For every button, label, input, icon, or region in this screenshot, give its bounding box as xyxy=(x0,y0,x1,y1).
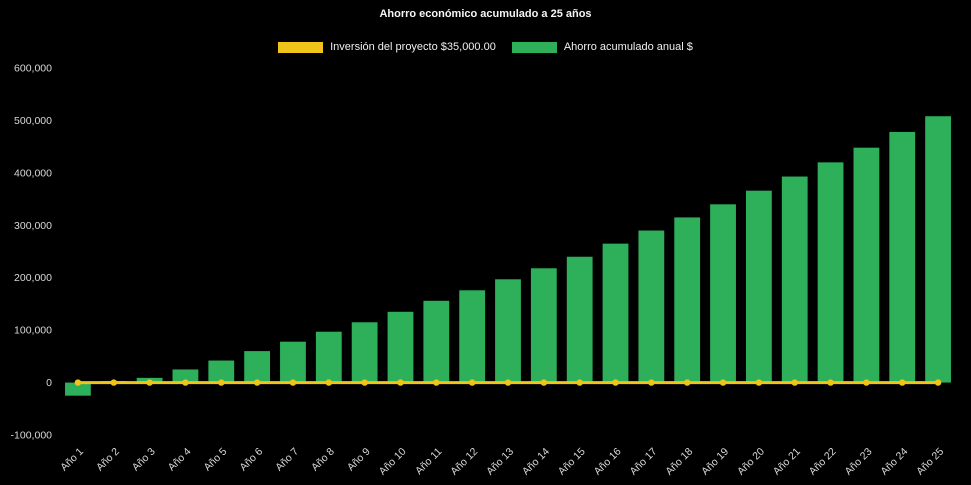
bar-año-19 xyxy=(710,204,736,383)
x-axis-label: Año 13 xyxy=(484,446,516,478)
y-tick-label: 0 xyxy=(46,377,52,389)
investment-line-marker xyxy=(540,379,548,386)
bar-año-21 xyxy=(781,176,808,383)
x-axis-label: Año 19 xyxy=(699,446,731,478)
bar-año-12 xyxy=(459,290,486,383)
x-axis-label: Año 25 xyxy=(914,446,946,478)
investment-line-marker xyxy=(325,379,332,386)
bar-año-9 xyxy=(351,322,378,383)
investment-line-marker xyxy=(253,379,261,386)
chart-title: Ahorro económico acumulado a 25 años xyxy=(379,8,592,20)
investment-line-marker xyxy=(361,379,368,386)
x-axis-label: Año 8 xyxy=(309,446,337,474)
x-axis-label: Año 7 xyxy=(273,446,301,474)
x-axis-label: Año 23 xyxy=(843,446,875,478)
investment-line-marker xyxy=(110,379,117,386)
bar-año-16 xyxy=(602,243,629,383)
x-axis-label: Año 17 xyxy=(627,446,659,478)
investment-line-marker xyxy=(576,379,583,386)
x-axis-label: Año 15 xyxy=(556,446,588,478)
investment-line-marker xyxy=(791,379,798,386)
investment-swatch-icon xyxy=(278,41,324,53)
investment-line-marker xyxy=(755,379,763,386)
investment-line-marker xyxy=(74,379,82,386)
investment-line-marker xyxy=(289,379,297,386)
bar-año-14 xyxy=(530,268,557,383)
y-tick-label: 300,000 xyxy=(14,220,52,232)
x-axis-label: Año 1 xyxy=(58,446,86,474)
y-tick-label: 200,000 xyxy=(14,272,52,284)
bar-año-20 xyxy=(745,190,772,383)
legend-label-investment: Inversión del proyecto $35,000.00 xyxy=(330,41,496,53)
investment-line-marker xyxy=(648,379,655,386)
bar-año-8 xyxy=(315,331,342,383)
legend-label-savings: Ahorro acumulado anual $ xyxy=(563,41,693,53)
x-axis-label: Año 24 xyxy=(878,446,910,478)
bar-año-5 xyxy=(208,360,235,383)
bar-año-25 xyxy=(925,116,951,383)
bar-año-1 xyxy=(65,382,91,396)
investment-line-marker xyxy=(468,379,476,386)
investment-line-marker xyxy=(684,379,691,386)
bar-año-10 xyxy=(387,311,414,383)
x-axis-label: Año 10 xyxy=(377,446,409,478)
x-axis-label: Año 6 xyxy=(237,446,265,474)
investment-line-marker xyxy=(218,379,225,386)
y-tick-label: 600,000 xyxy=(14,63,52,75)
bar-año-23 xyxy=(853,147,880,383)
x-axis-label: Año 9 xyxy=(345,446,373,474)
investment-line-marker xyxy=(934,379,942,386)
x-axis-label: Año 16 xyxy=(592,446,624,478)
bar-año-4 xyxy=(172,369,199,383)
y-tick-label: -100,000 xyxy=(11,430,53,442)
x-axis-label: Año 2 xyxy=(94,446,122,474)
y-tick-label: 400,000 xyxy=(14,167,52,179)
bar-año-13 xyxy=(495,279,521,383)
legend-item-investment: Inversión del proyecto $35,000.00 xyxy=(278,41,496,53)
investment-line-marker xyxy=(827,379,834,386)
bar-año-6 xyxy=(244,351,271,383)
x-axis-label: Año 21 xyxy=(771,446,803,478)
savings-swatch-icon xyxy=(511,41,557,53)
legend-item-savings: Ahorro acumulado anual $ xyxy=(511,41,693,53)
investment-line-marker xyxy=(612,379,619,386)
bar-año-7 xyxy=(280,341,306,383)
investment-line-marker xyxy=(146,379,153,386)
investment-line-marker xyxy=(719,379,727,386)
x-axis-label: Año 11 xyxy=(413,446,445,478)
legend: Inversión del proyecto $35,000.00 Ahorro… xyxy=(0,41,971,53)
x-axis-label: Año 18 xyxy=(663,446,695,478)
x-axis-label: Año 5 xyxy=(202,446,230,474)
x-axis-label: Año 22 xyxy=(807,446,839,478)
investment-line-marker xyxy=(433,379,440,386)
y-tick-label: 500,000 xyxy=(14,115,52,127)
bar-año-17 xyxy=(638,230,665,383)
bar-año-22 xyxy=(817,162,844,383)
x-axis-label: Año 20 xyxy=(735,446,767,478)
investment-line-marker xyxy=(182,379,189,386)
x-axis-label: Año 3 xyxy=(130,446,158,474)
x-axis-label: Año 4 xyxy=(166,446,194,474)
x-axis-label: Año 14 xyxy=(520,446,552,478)
investment-line-marker xyxy=(899,379,906,386)
y-tick-label: 100,000 xyxy=(14,325,52,337)
bar-año-15 xyxy=(566,256,593,383)
bar-año-11 xyxy=(423,300,450,383)
bar-año-18 xyxy=(674,217,701,383)
investment-line-marker xyxy=(504,379,512,386)
x-axis-label: Año 12 xyxy=(448,446,480,478)
investment-line-marker xyxy=(397,379,404,386)
bar-año-24 xyxy=(889,131,916,383)
investment-line-marker xyxy=(863,379,870,386)
